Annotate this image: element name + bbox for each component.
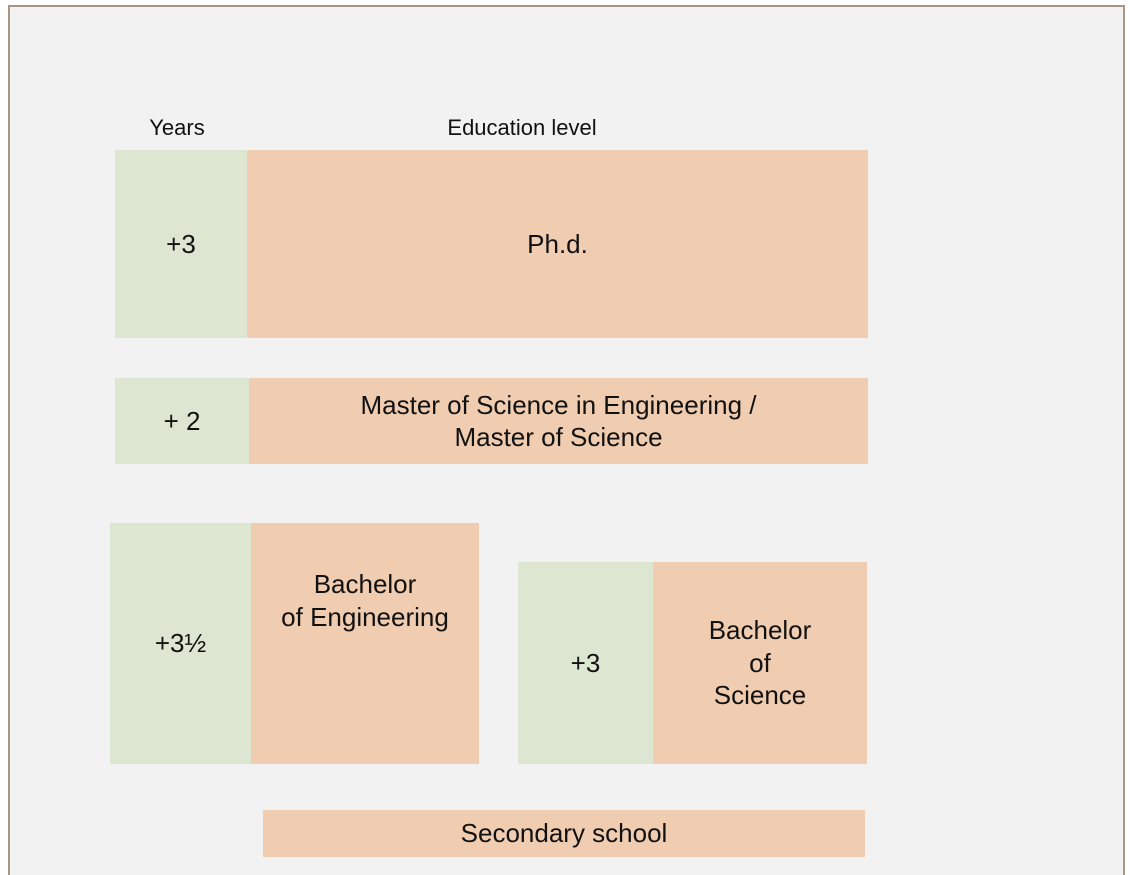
years-text: +3 xyxy=(166,228,196,259)
education-header: Education level xyxy=(447,115,597,140)
level-box: Master of Science in Engineering / Master… xyxy=(249,378,868,464)
level-box: Ph.d. xyxy=(247,150,868,338)
years-text: +3½ xyxy=(154,628,207,659)
secondary-school: Secondary school xyxy=(263,810,865,857)
years-box: +3 xyxy=(115,150,247,338)
years-box: + 2 xyxy=(115,378,249,464)
years-box: +3½ xyxy=(110,523,251,764)
level-text: Bachelor xyxy=(708,615,812,646)
years-header: Years xyxy=(149,115,205,140)
level-box: Bachelor of Engineering xyxy=(251,523,479,764)
level-text: Master of Science in Engineering / xyxy=(360,389,757,420)
level-text: Bachelor xyxy=(313,569,417,599)
level-box: Bachelor of Science xyxy=(653,562,867,764)
years-box: +3 xyxy=(518,562,653,764)
level-text: Ph.d. xyxy=(527,228,588,259)
level-text: of Engineering xyxy=(281,601,449,632)
years-text: + 2 xyxy=(163,405,201,436)
years-text: +3 xyxy=(570,647,601,678)
level-text: Master of Science xyxy=(454,422,663,452)
level-text: Science xyxy=(713,680,807,711)
level-text: of xyxy=(749,647,771,678)
